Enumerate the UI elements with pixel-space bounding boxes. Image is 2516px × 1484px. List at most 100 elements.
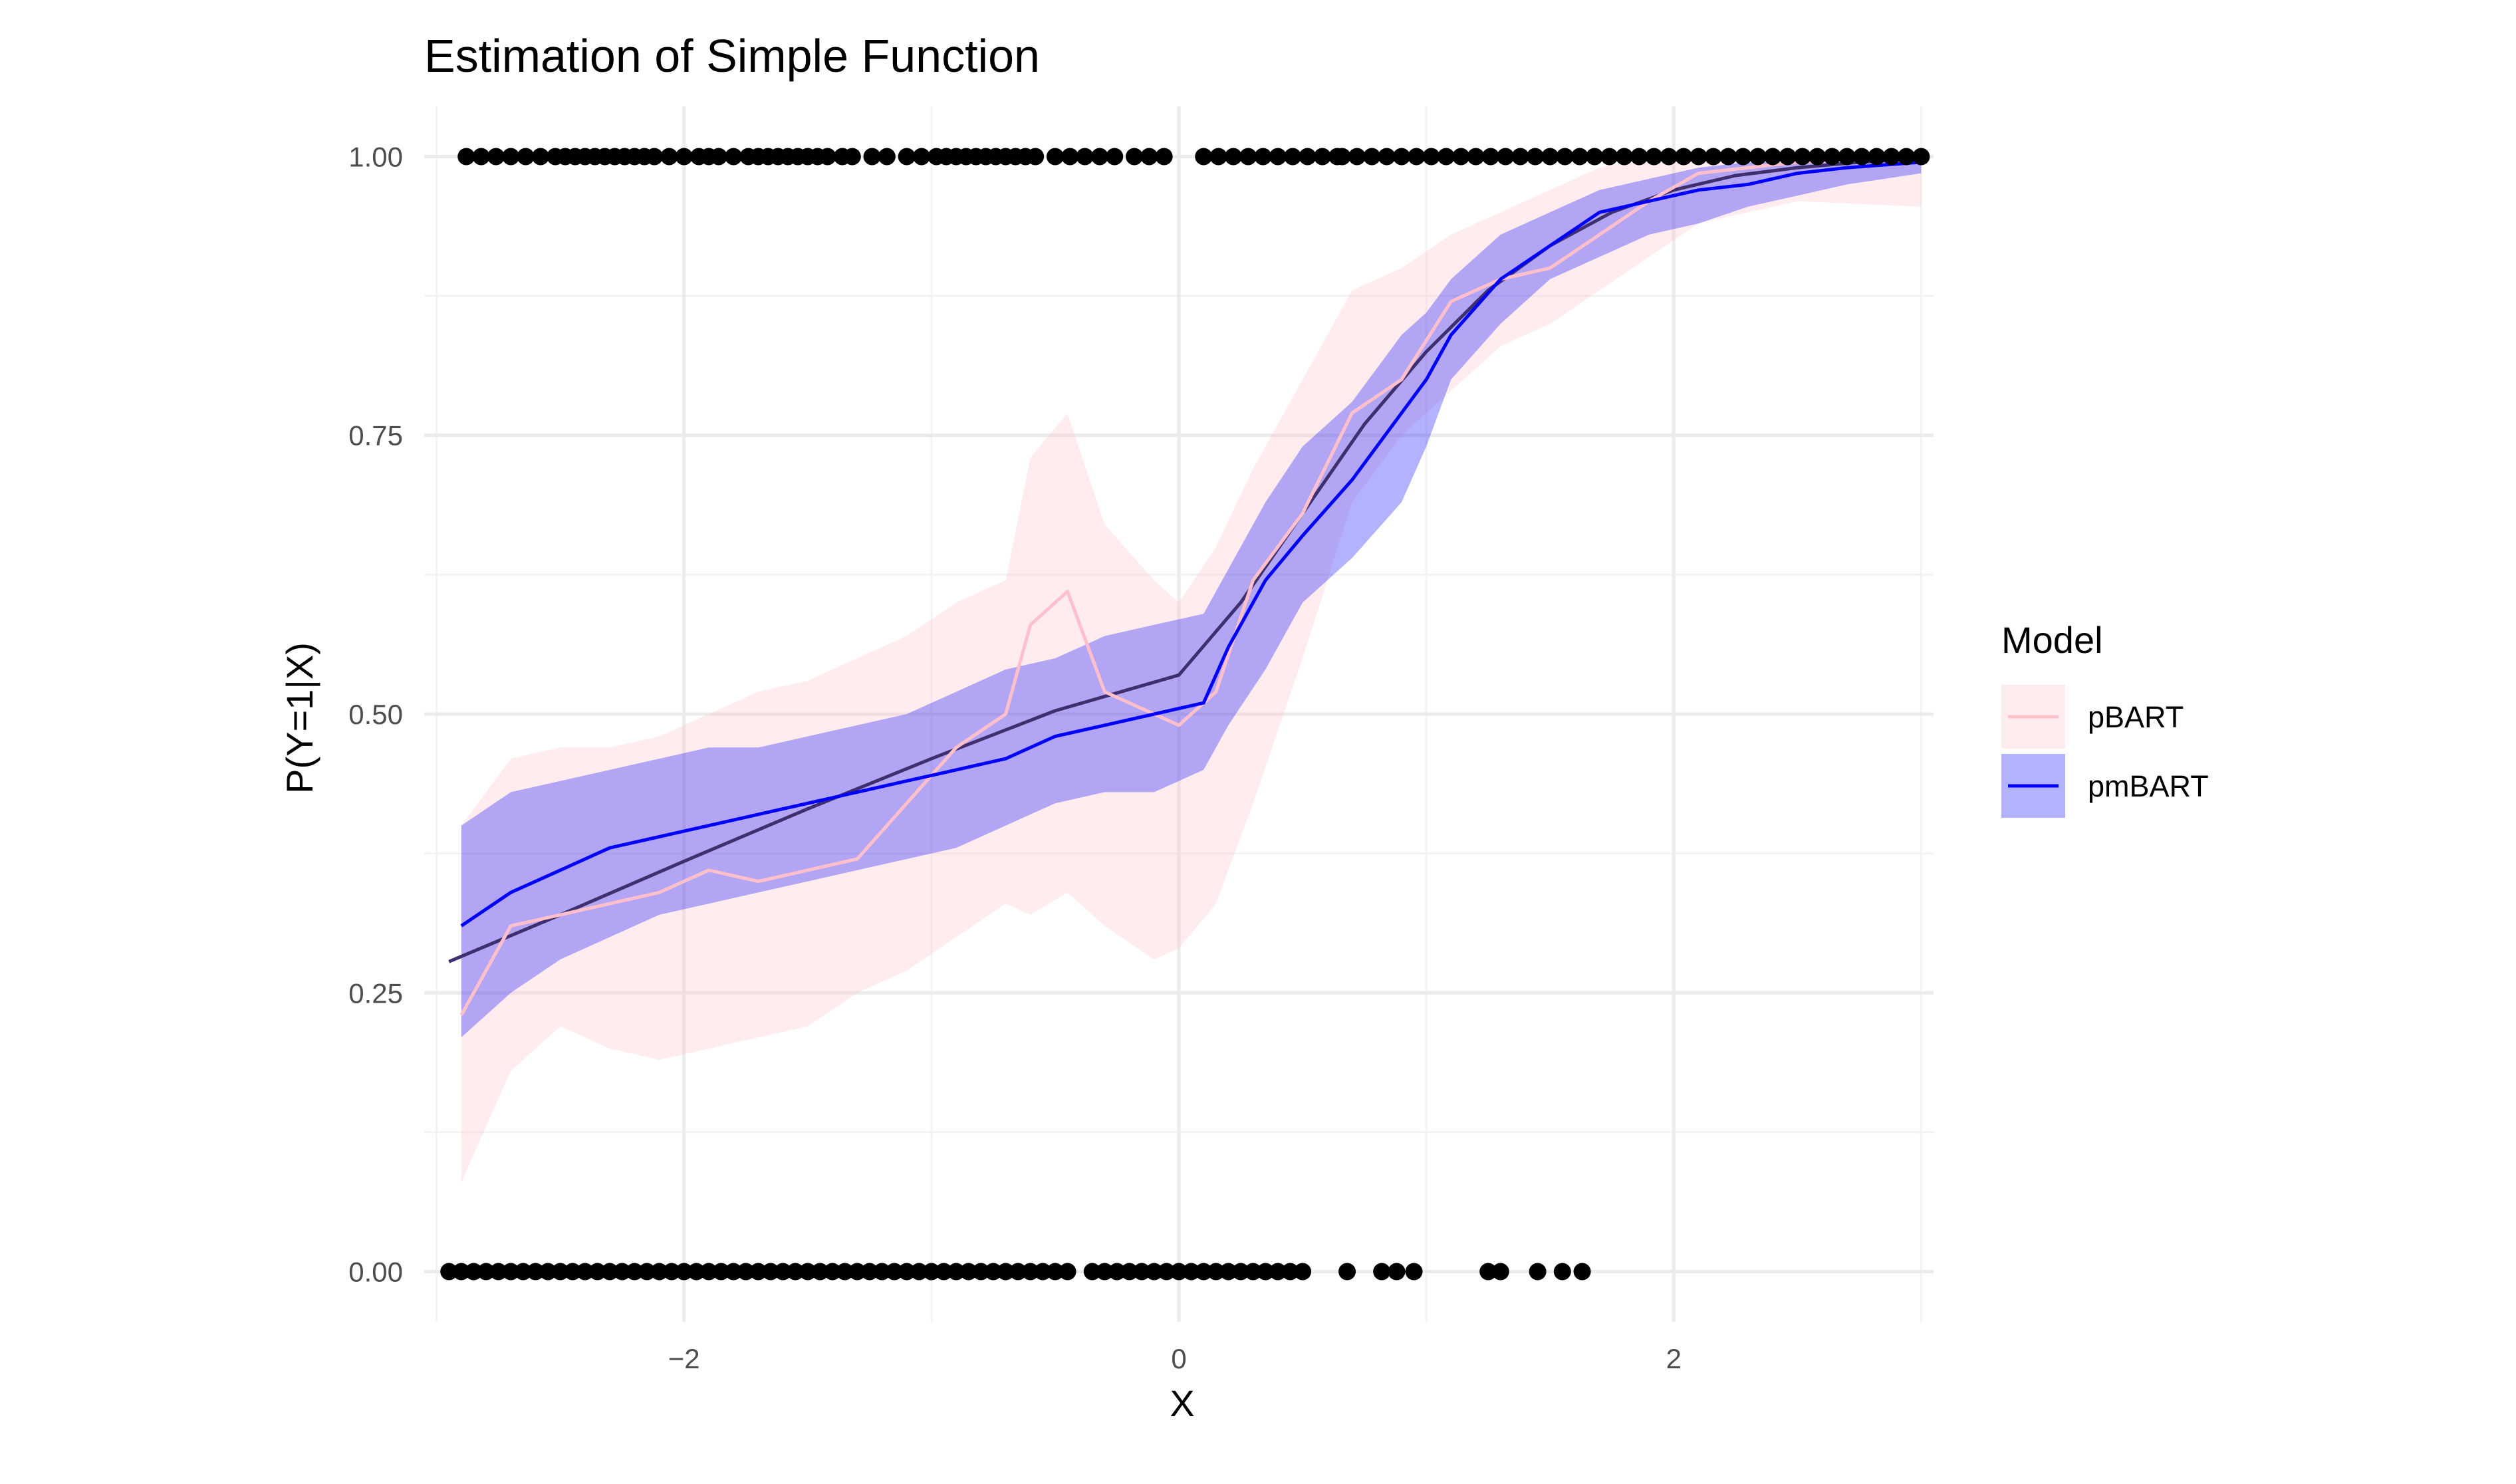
- observation-point-y0: [1170, 1263, 1188, 1281]
- y-tick-label: 0.25: [348, 977, 403, 1009]
- observation-point-y0: [737, 1263, 755, 1281]
- observation-point-y0: [527, 1263, 545, 1281]
- observation-point-y1: [1333, 148, 1351, 166]
- observation-point-y0: [774, 1263, 792, 1281]
- observation-point-y0: [1388, 1263, 1406, 1281]
- observation-point-y0: [1553, 1263, 1571, 1281]
- observation-point-y0: [848, 1263, 866, 1281]
- y-tick-label: 1.00: [348, 141, 403, 172]
- observation-point-y1: [1882, 148, 1900, 166]
- observation-point-y1: [1437, 148, 1455, 166]
- observation-point-y1: [1299, 148, 1317, 166]
- observation-point-y1: [675, 148, 693, 166]
- observation-point-y0: [1207, 1263, 1225, 1281]
- observation-point-y1: [1467, 148, 1485, 166]
- observation-point-y0: [650, 1263, 668, 1281]
- observation-point-y0: [1158, 1263, 1176, 1281]
- observation-point-y1: [1898, 148, 1916, 166]
- observation-point-y1: [472, 148, 490, 166]
- observation-point-y0: [749, 1263, 767, 1281]
- x-tick-label: −2: [668, 1343, 700, 1374]
- observation-point-y0: [675, 1263, 693, 1281]
- observation-point-y0: [688, 1263, 705, 1281]
- observation-point-y0: [601, 1263, 619, 1281]
- observation-point-y1: [1823, 148, 1841, 166]
- observation-point-y1: [898, 148, 916, 166]
- observation-point-y0: [725, 1263, 743, 1281]
- observation-point-y1: [1690, 148, 1707, 166]
- observation-point-y1: [878, 148, 896, 166]
- observation-point-y1: [1793, 148, 1811, 166]
- observation-point-y1: [1269, 148, 1287, 166]
- observed-points: [440, 148, 1930, 1281]
- observation-point-y0: [1244, 1263, 1262, 1281]
- observation-point-y1: [1571, 148, 1588, 166]
- pmbart-band: [461, 158, 1922, 1038]
- observation-point-y0: [1021, 1263, 1039, 1281]
- observation-point-y0: [935, 1263, 953, 1281]
- observation-point-y0: [997, 1263, 1015, 1281]
- chart-title: Estimation of Simple Function: [424, 30, 1040, 82]
- observation-point-y1: [1749, 148, 1767, 166]
- observation-point-y0: [1281, 1263, 1299, 1281]
- observation-point-y1: [646, 148, 664, 166]
- observation-point-y0: [860, 1263, 878, 1281]
- y-axis-ticks: 0.00 0.25 0.50 0.75 1.00: [348, 141, 403, 1287]
- observation-point-y1: [843, 148, 861, 166]
- observation-point-y1: [1155, 148, 1173, 166]
- observation-point-y1: [1239, 148, 1257, 166]
- observation-point-y0: [1096, 1263, 1114, 1281]
- observation-point-y1: [1809, 148, 1826, 166]
- observation-point-y1: [1838, 148, 1856, 166]
- observation-point-y1: [1660, 148, 1678, 166]
- observation-point-y1: [1313, 148, 1331, 166]
- observation-point-y1: [1630, 148, 1648, 166]
- legend-label-pbart: pBART: [2088, 700, 2184, 734]
- observation-point-y0: [836, 1263, 854, 1281]
- observation-point-y0: [1145, 1263, 1163, 1281]
- observation-point-y0: [452, 1263, 470, 1281]
- observation-point-y1: [1090, 148, 1108, 166]
- x-axis-ticks: −2 0 2: [668, 1343, 1682, 1374]
- uncertainty-bands: [461, 156, 1922, 1183]
- observation-point-y0: [1083, 1263, 1101, 1281]
- observation-point-y1: [517, 148, 535, 166]
- y-tick-label: 0.00: [348, 1257, 403, 1288]
- observation-point-y0: [638, 1263, 656, 1281]
- observation-point-y0: [1195, 1263, 1213, 1281]
- observation-point-y0: [514, 1263, 532, 1281]
- observation-point-y0: [910, 1263, 928, 1281]
- observation-point-y0: [761, 1263, 779, 1281]
- observation-point-y0: [824, 1263, 842, 1281]
- observation-point-y1: [1224, 148, 1242, 166]
- observation-point-y0: [947, 1263, 965, 1281]
- x-axis-title: X: [1170, 1382, 1194, 1424]
- observation-point-y0: [465, 1263, 483, 1281]
- observation-point-y0: [626, 1263, 644, 1281]
- observation-point-y0: [712, 1263, 730, 1281]
- observation-point-y1: [1764, 148, 1782, 166]
- observation-point-y0: [477, 1263, 495, 1281]
- observation-point-y1: [1392, 148, 1410, 166]
- observation-point-y0: [1108, 1263, 1126, 1281]
- observation-point-y0: [886, 1263, 904, 1281]
- observation-point-y1: [912, 148, 930, 166]
- observation-point-y0: [1219, 1263, 1237, 1281]
- observation-point-y0: [1491, 1263, 1509, 1281]
- observation-point-y1: [1779, 148, 1797, 166]
- observation-point-y0: [1120, 1263, 1138, 1281]
- observation-point-y0: [1034, 1263, 1052, 1281]
- y-axis-title: P(Y=1|X): [279, 642, 320, 794]
- observation-point-y0: [440, 1263, 458, 1281]
- observation-point-y0: [564, 1263, 582, 1281]
- observation-point-y1: [1645, 148, 1663, 166]
- observation-point-y1: [487, 148, 505, 166]
- observation-point-y1: [1106, 148, 1124, 166]
- observation-point-y0: [1232, 1263, 1250, 1281]
- observation-point-y0: [489, 1263, 507, 1281]
- observation-point-y1: [1126, 148, 1144, 166]
- observation-point-y1: [1704, 148, 1722, 166]
- observation-point-y1: [531, 148, 549, 166]
- observation-point-y1: [1408, 148, 1426, 166]
